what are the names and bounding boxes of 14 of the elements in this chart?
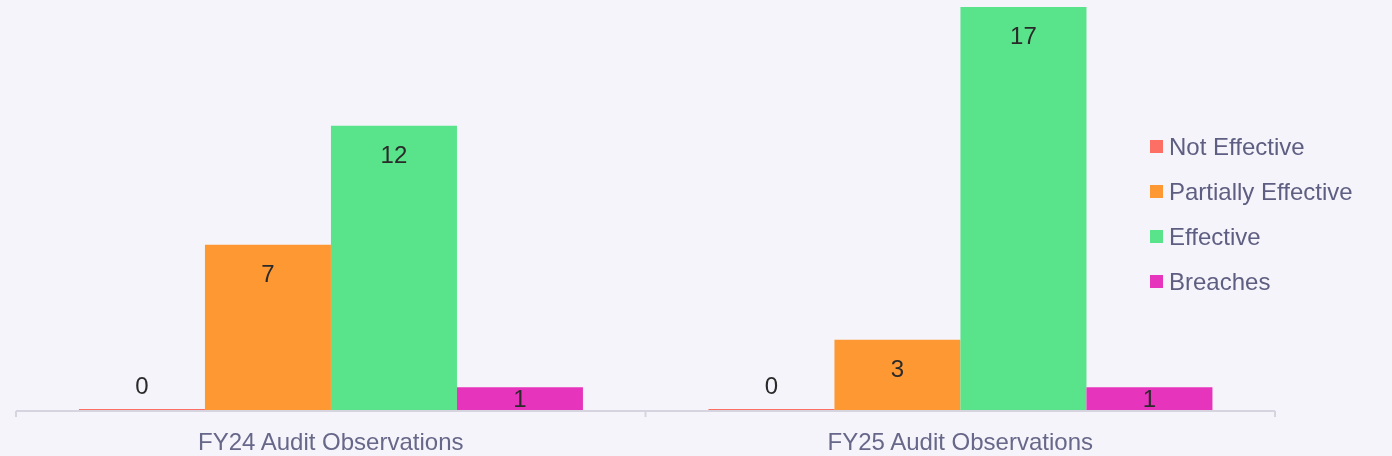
- x-tick-label: FY25 Audit Observations: [827, 428, 1093, 455]
- data-label: 0: [135, 372, 149, 399]
- data-label: 3: [890, 354, 905, 382]
- data-label: 1: [1142, 385, 1157, 412]
- legend-label: Partially Effective: [1169, 177, 1353, 206]
- legend-label: Effective: [1169, 222, 1261, 251]
- legend-label: Not Effective: [1169, 132, 1305, 161]
- data-label: 7: [261, 259, 275, 287]
- data-label: 0: [764, 372, 779, 399]
- data-label: 1: [513, 385, 527, 412]
- data-label: 12: [380, 140, 408, 168]
- x-tick-label: FY24 Audit Observations: [198, 428, 464, 455]
- data-label: 17: [1010, 22, 1037, 49]
- legend-label: Breaches: [1169, 267, 1271, 296]
